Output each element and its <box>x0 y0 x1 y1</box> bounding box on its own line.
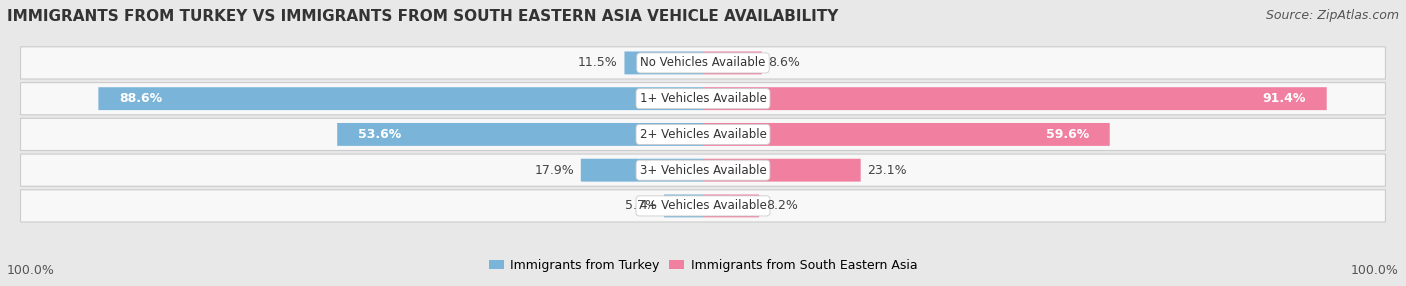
Text: 88.6%: 88.6% <box>120 92 162 105</box>
Text: 1+ Vehicles Available: 1+ Vehicles Available <box>640 92 766 105</box>
FancyBboxPatch shape <box>703 194 759 217</box>
Text: 8.2%: 8.2% <box>766 199 797 212</box>
FancyBboxPatch shape <box>21 83 1385 115</box>
FancyBboxPatch shape <box>21 47 1385 79</box>
FancyBboxPatch shape <box>703 51 762 74</box>
Text: IMMIGRANTS FROM TURKEY VS IMMIGRANTS FROM SOUTH EASTERN ASIA VEHICLE AVAILABILIT: IMMIGRANTS FROM TURKEY VS IMMIGRANTS FRO… <box>7 9 838 23</box>
Text: 3+ Vehicles Available: 3+ Vehicles Available <box>640 164 766 177</box>
Text: 8.6%: 8.6% <box>769 56 800 69</box>
Text: No Vehicles Available: No Vehicles Available <box>640 56 766 69</box>
FancyBboxPatch shape <box>581 159 703 182</box>
FancyBboxPatch shape <box>337 123 703 146</box>
FancyBboxPatch shape <box>664 194 703 217</box>
FancyBboxPatch shape <box>703 159 860 182</box>
Text: 59.6%: 59.6% <box>1046 128 1090 141</box>
Text: 100.0%: 100.0% <box>1351 265 1399 277</box>
FancyBboxPatch shape <box>703 87 1327 110</box>
Text: 23.1%: 23.1% <box>868 164 907 177</box>
FancyBboxPatch shape <box>703 123 1109 146</box>
Text: 11.5%: 11.5% <box>578 56 617 69</box>
Text: 2+ Vehicles Available: 2+ Vehicles Available <box>640 128 766 141</box>
FancyBboxPatch shape <box>21 118 1385 150</box>
Text: Source: ZipAtlas.com: Source: ZipAtlas.com <box>1265 9 1399 21</box>
Text: 4+ Vehicles Available: 4+ Vehicles Available <box>640 199 766 212</box>
FancyBboxPatch shape <box>21 154 1385 186</box>
FancyBboxPatch shape <box>21 190 1385 222</box>
FancyBboxPatch shape <box>98 87 703 110</box>
Text: 100.0%: 100.0% <box>7 265 55 277</box>
Text: 17.9%: 17.9% <box>534 164 574 177</box>
Text: 91.4%: 91.4% <box>1263 92 1306 105</box>
Text: 53.6%: 53.6% <box>357 128 401 141</box>
FancyBboxPatch shape <box>624 51 703 74</box>
Text: 5.7%: 5.7% <box>626 199 657 212</box>
Legend: Immigrants from Turkey, Immigrants from South Eastern Asia: Immigrants from Turkey, Immigrants from … <box>484 254 922 277</box>
